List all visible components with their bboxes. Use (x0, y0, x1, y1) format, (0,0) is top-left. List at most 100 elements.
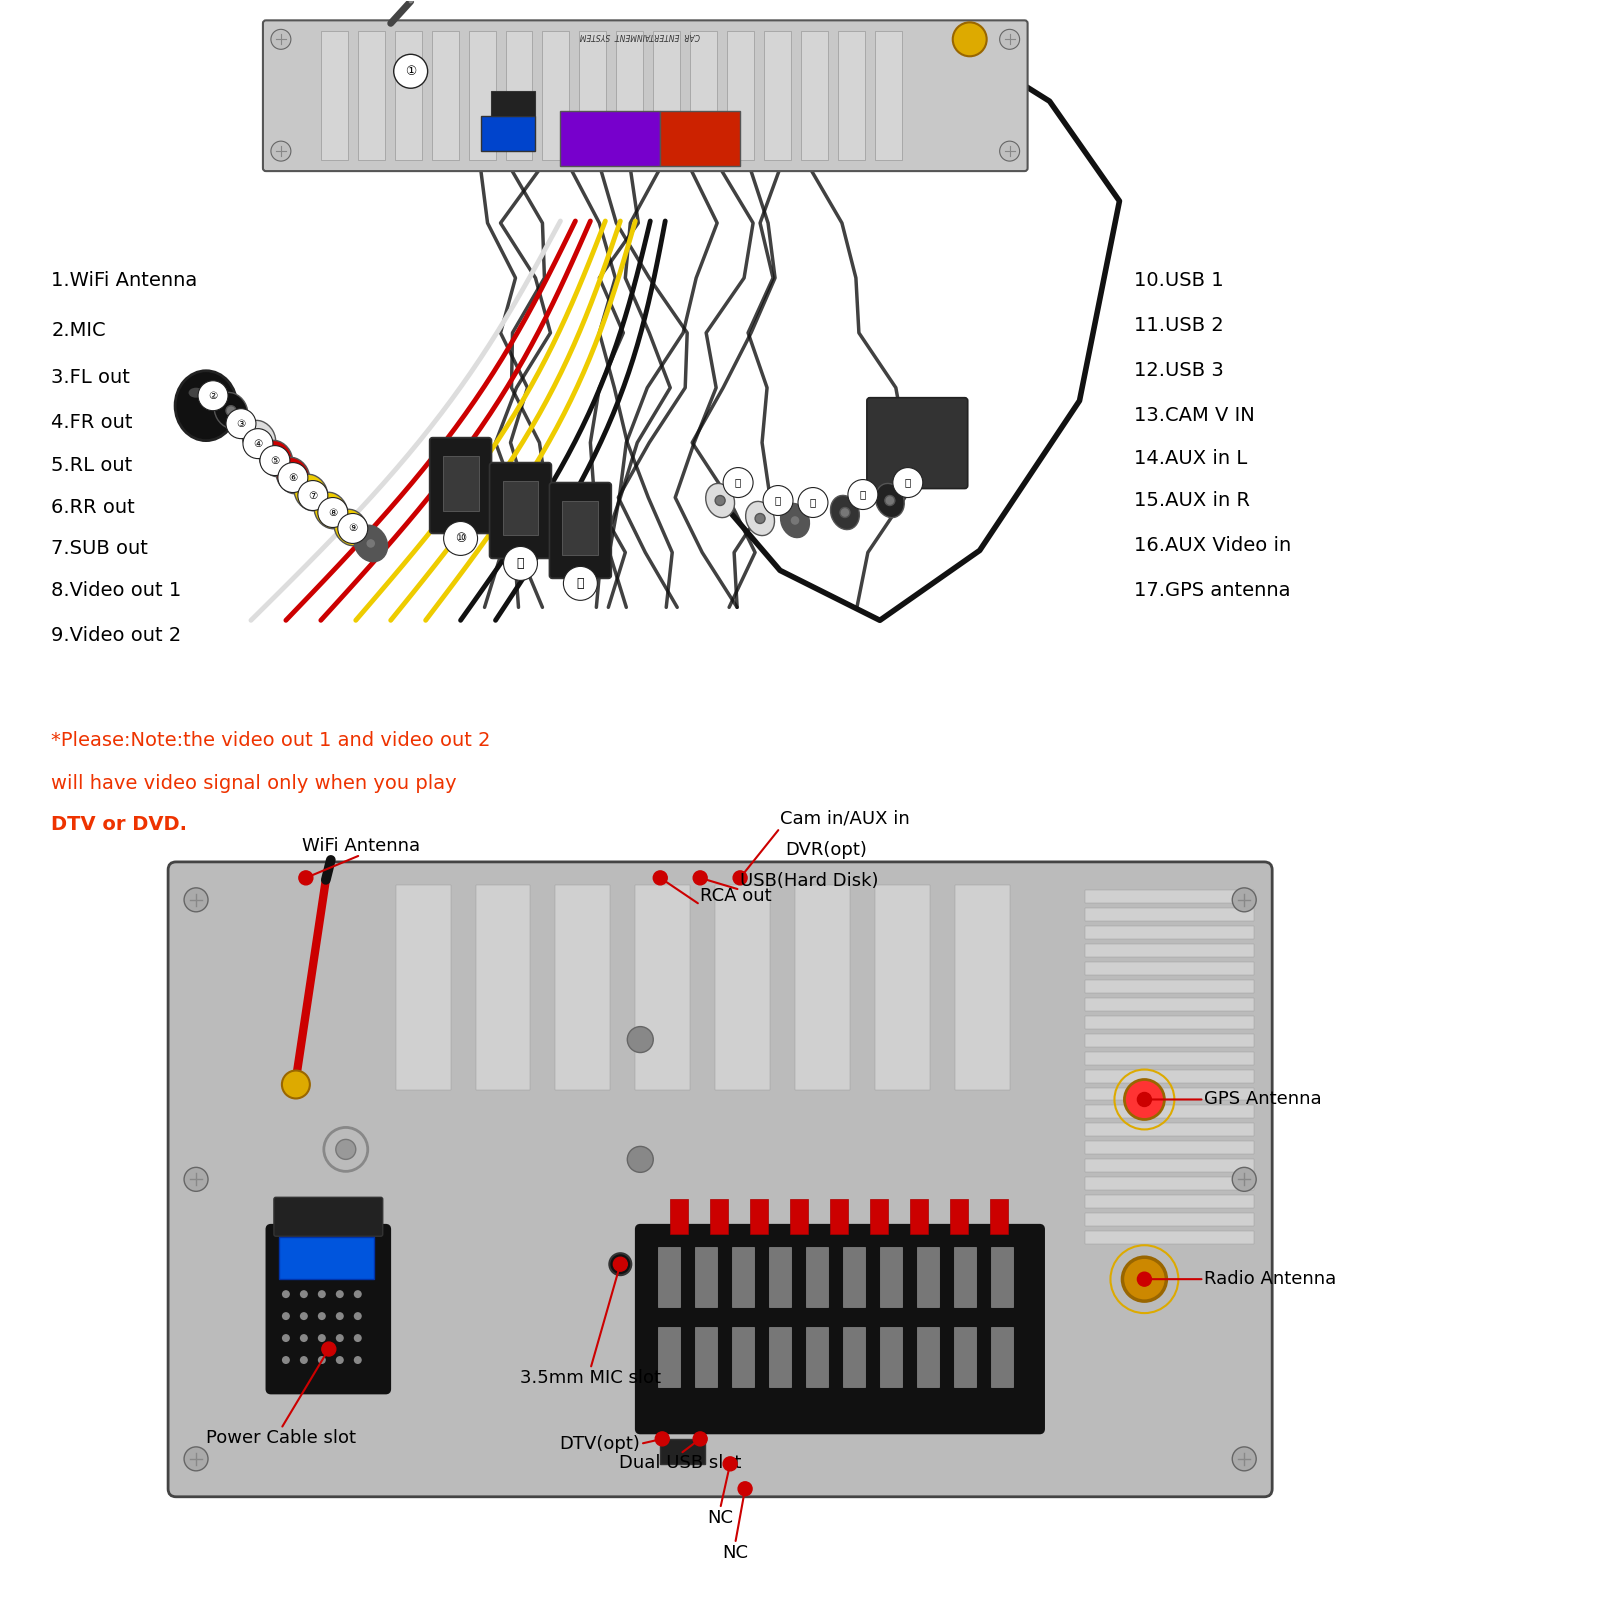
Text: will have video signal only when you play: will have video signal only when you pla… (51, 773, 458, 792)
Text: NC: NC (707, 1509, 733, 1526)
Text: ⑫: ⑫ (576, 578, 584, 590)
Circle shape (443, 522, 477, 555)
Circle shape (282, 1334, 290, 1342)
Circle shape (790, 515, 800, 525)
Circle shape (270, 29, 291, 50)
Circle shape (298, 480, 328, 510)
Circle shape (299, 870, 314, 885)
Bar (480, 117, 536, 150)
Bar (1085, 998, 1254, 1011)
Circle shape (278, 462, 307, 493)
Ellipse shape (294, 474, 328, 510)
Bar (770, 1248, 790, 1307)
FancyBboxPatch shape (267, 1226, 390, 1394)
FancyBboxPatch shape (430, 438, 491, 533)
Text: Radio Antenna: Radio Antenna (1205, 1270, 1336, 1288)
Bar (802, 32, 827, 160)
Ellipse shape (214, 392, 248, 429)
Bar (875, 32, 902, 160)
Circle shape (1000, 141, 1019, 162)
Text: 1.WiFi Antenna: 1.WiFi Antenna (51, 272, 197, 291)
Text: Power Cable slot: Power Cable slot (206, 1429, 355, 1446)
Bar (690, 32, 717, 160)
Bar (795, 885, 850, 1091)
Bar (733, 1326, 754, 1387)
Text: ③: ③ (237, 419, 245, 429)
Text: WiFi Antenna: WiFi Antenna (302, 837, 419, 854)
Text: 16.AUX Video in: 16.AUX Video in (1134, 536, 1291, 555)
Circle shape (326, 506, 336, 515)
Text: 5.RL out: 5.RL out (51, 456, 133, 475)
Text: 4.FR out: 4.FR out (51, 413, 133, 432)
Circle shape (318, 1290, 326, 1298)
Text: ⑭: ⑭ (774, 496, 781, 506)
Bar (653, 32, 680, 160)
Bar (661, 1438, 706, 1464)
Circle shape (299, 1290, 307, 1298)
Bar (870, 1200, 888, 1234)
Circle shape (715, 496, 725, 506)
Bar (661, 110, 741, 166)
Circle shape (798, 488, 827, 517)
Circle shape (366, 539, 376, 549)
Circle shape (656, 1432, 669, 1446)
Ellipse shape (189, 387, 203, 398)
Circle shape (318, 1357, 326, 1365)
Circle shape (354, 1357, 362, 1365)
Bar (322, 32, 347, 160)
Bar (806, 1326, 827, 1387)
Bar (1085, 907, 1254, 920)
Bar (555, 885, 610, 1091)
Text: CAR  ENTERTAINMENT  SYSTEM: CAR ENTERTAINMENT SYSTEM (581, 32, 701, 40)
Text: NC: NC (722, 1544, 749, 1562)
Text: 3.FL out: 3.FL out (51, 368, 130, 387)
Circle shape (1232, 1168, 1256, 1192)
Text: Cam in/AUX in: Cam in/AUX in (781, 810, 910, 827)
Bar (954, 1326, 976, 1387)
Text: 9.Video out 2: 9.Video out 2 (51, 626, 181, 645)
Circle shape (763, 485, 794, 515)
Circle shape (336, 1357, 344, 1365)
Circle shape (1232, 1446, 1256, 1470)
Bar (1085, 1178, 1254, 1190)
Bar (694, 1248, 717, 1307)
Ellipse shape (875, 483, 904, 518)
Text: 8.Video out 1: 8.Video out 1 (51, 581, 181, 600)
Circle shape (627, 1146, 653, 1173)
Bar (1085, 1160, 1254, 1173)
Text: ⑬: ⑬ (734, 477, 741, 488)
Bar (1085, 1106, 1254, 1118)
Text: DTV(opt): DTV(opt) (560, 1435, 640, 1453)
Circle shape (693, 870, 707, 885)
Circle shape (243, 429, 274, 459)
Circle shape (336, 1334, 344, 1342)
Bar (560, 110, 661, 166)
Text: ⑥: ⑥ (288, 472, 298, 483)
Circle shape (282, 1312, 290, 1320)
Circle shape (282, 1290, 290, 1298)
Circle shape (693, 1432, 707, 1446)
Circle shape (952, 22, 987, 56)
Text: 12.USB 3: 12.USB 3 (1134, 362, 1224, 381)
Text: DVR(opt): DVR(opt) (786, 842, 867, 859)
Text: ⑨: ⑨ (349, 523, 357, 533)
Circle shape (184, 1446, 208, 1470)
Bar (990, 1248, 1013, 1307)
Circle shape (336, 1290, 344, 1298)
Circle shape (322, 1342, 336, 1357)
Ellipse shape (354, 525, 387, 562)
Bar (1085, 1141, 1254, 1154)
Bar (733, 1248, 754, 1307)
Bar (917, 1326, 939, 1387)
Bar (990, 1326, 1013, 1387)
Text: 3.5mm MIC slot: 3.5mm MIC slot (520, 1370, 661, 1387)
FancyBboxPatch shape (168, 862, 1272, 1496)
Bar (563, 501, 598, 555)
Text: ④: ④ (253, 438, 262, 448)
Text: Dual USB slot: Dual USB slot (619, 1454, 741, 1472)
Bar (1085, 979, 1254, 992)
Bar (950, 1200, 968, 1234)
Bar (658, 1248, 680, 1307)
Ellipse shape (174, 371, 237, 440)
Bar (990, 1200, 1008, 1234)
